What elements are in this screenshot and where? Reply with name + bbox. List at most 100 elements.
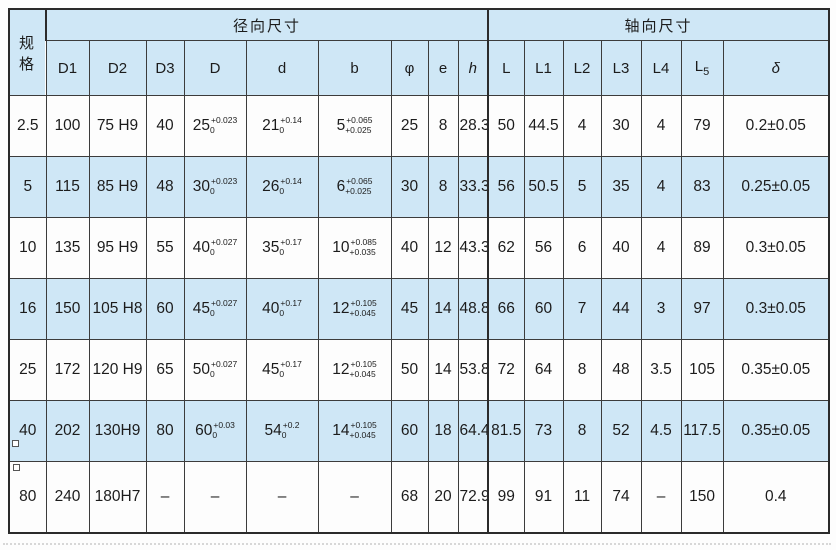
upper-tolerance: +0.105 <box>350 297 377 308</box>
tolerance-value: 50 +0.027 0 <box>192 359 238 380</box>
data-cell: – <box>183 461 247 534</box>
data-cell: 3.5 <box>640 339 682 401</box>
table-row-spec-25: 25 172 120 H9 65 50 +0.027 0 45 +0.17 0 12 +0.105 +0… <box>8 339 830 401</box>
data-cell-toleranced: 45 +0.17 0 <box>245 339 319 401</box>
lower-tolerance: 0 <box>210 369 215 379</box>
tolerance-stack: +0.105 +0.045 <box>349 297 377 318</box>
upper-tolerance: +0.023 <box>211 175 238 186</box>
data-cell: 43.3 <box>457 217 489 279</box>
data-cell: 40 <box>145 95 185 157</box>
data-cell: 48 <box>145 156 185 218</box>
lower-tolerance: +0.045 <box>349 308 376 318</box>
spec-cell: 5 <box>8 156 47 218</box>
data-cell: 4 <box>640 95 682 157</box>
column-header-d2: D2 <box>88 40 147 96</box>
tolerance-stack: +0.023 0 <box>210 114 238 135</box>
upper-tolerance: +0.027 <box>211 236 238 247</box>
column-header-l4: L4 <box>640 40 682 96</box>
data-cell-toleranced: 40 +0.17 0 <box>245 278 319 340</box>
data-cell: 89 <box>680 217 724 279</box>
data-cell-toleranced: 26 +0.14 0 <box>245 156 319 218</box>
data-cell: 45 <box>390 278 429 340</box>
data-cell: 60 <box>523 278 564 340</box>
upper-tolerance: +0.17 <box>280 236 302 247</box>
data-cell: 8 <box>427 95 459 157</box>
lower-tolerance: 0 <box>210 247 215 257</box>
column-header-l: L <box>487 40 525 96</box>
scan-noise-square <box>13 464 20 471</box>
column-header-φ: φ <box>390 40 429 96</box>
nominal-value: 14 <box>332 422 350 439</box>
lower-tolerance: 0 <box>279 369 285 379</box>
data-cell: 56 <box>487 156 525 218</box>
data-cell: 4 <box>562 95 602 157</box>
data-cell: 52 <box>600 400 642 462</box>
data-cell: 14 <box>427 278 459 340</box>
column-header-e: e <box>427 40 459 96</box>
data-cell: 20 <box>427 461 459 534</box>
lower-tolerance: 0 <box>279 247 285 257</box>
group-header-axial: 轴向尺寸 <box>487 8 830 41</box>
table-row-spec-40: 40 202 130H9 80 60 +0.03 0 54 +0.2 0 14 +0.105 +0.04… <box>8 400 830 462</box>
nominal-value: 50 <box>192 361 210 378</box>
data-cell: 0.35±0.05 <box>722 339 830 401</box>
table-body: 2.5 100 75 H9 40 25 +0.023 0 21 +0.14 0 5 +0.065 +0.… <box>8 95 830 534</box>
tolerance-value: 5 +0.065 +0.025 <box>337 115 373 136</box>
data-cell: 66 <box>487 278 525 340</box>
data-cell: 60 <box>145 278 185 340</box>
lower-tolerance: 0 <box>210 186 215 196</box>
data-cell: 91 <box>523 461 564 534</box>
data-cell: 73 <box>523 400 564 462</box>
data-cell: – <box>145 461 185 534</box>
nominal-value: 45 <box>192 300 210 317</box>
upper-tolerance: +0.14 <box>280 175 302 186</box>
data-cell: 0.25±0.05 <box>722 156 830 218</box>
nominal-value: 26 <box>262 178 280 195</box>
tolerance-value: 12 +0.105 +0.045 <box>332 359 377 380</box>
nominal-value: 25 <box>192 117 210 134</box>
data-cell: 55 <box>145 217 185 279</box>
nominal-value: 12 <box>332 300 350 317</box>
lower-tolerance: +0.045 <box>349 369 376 379</box>
upper-tolerance: +0.027 <box>211 297 238 308</box>
data-cell: 40 <box>600 217 642 279</box>
data-cell: 30 <box>600 95 642 157</box>
data-cell: 3 <box>640 278 682 340</box>
data-cell-toleranced: 12 +0.105 +0.045 <box>317 339 392 401</box>
data-cell: 62 <box>487 217 525 279</box>
tolerance-stack: +0.027 0 <box>210 359 237 379</box>
data-cell: 8 <box>427 156 459 218</box>
tolerance-stack: +0.027 0 <box>210 236 238 257</box>
nominal-value: 10 <box>332 239 350 256</box>
data-cell: 40 <box>390 217 429 279</box>
group-header-radial: 径向尺寸 <box>44 8 489 41</box>
data-cell: 56 <box>523 217 564 279</box>
spec-cell: 80 <box>8 461 47 534</box>
data-cell: 80 <box>145 400 185 462</box>
data-cell: 11 <box>562 461 602 534</box>
scan-edge-artifact <box>3 543 831 548</box>
tolerance-value: 21 +0.14 0 <box>262 115 302 136</box>
spec-cell: 10 <box>8 217 47 279</box>
data-cell: 35 <box>600 156 642 218</box>
tolerance-stack: +0.065 +0.025 <box>345 115 372 135</box>
data-cell: – <box>640 461 682 534</box>
lower-tolerance: 0 <box>279 125 285 135</box>
spec-cell: 16 <box>8 278 47 340</box>
spec-cell: 2.5 <box>8 95 47 157</box>
data-cell: 30 <box>390 156 429 218</box>
data-cell: 75 H9 <box>88 95 147 157</box>
upper-tolerance: +0.17 <box>280 297 302 308</box>
data-cell: 18 <box>427 400 459 462</box>
tolerance-stack: +0.105 +0.045 <box>350 420 377 440</box>
data-cell: 120 H9 <box>88 339 147 401</box>
upper-tolerance: +0.023 <box>211 114 238 125</box>
table-row-spec-10: 10 135 95 H9 55 40 +0.027 0 35 +0.17 0 10 +0.085 +0.… <box>8 217 830 279</box>
data-cell: 150 <box>680 461 724 534</box>
nominal-value: 21 <box>262 117 280 134</box>
table-row-spec-16: 16 150 105 H8 60 45 +0.027 0 40 +0.17 0 12 +0.105 +0… <box>8 278 830 340</box>
data-cell: 0.3±0.05 <box>722 278 830 340</box>
tolerance-stack: +0.03 0 <box>212 420 235 440</box>
